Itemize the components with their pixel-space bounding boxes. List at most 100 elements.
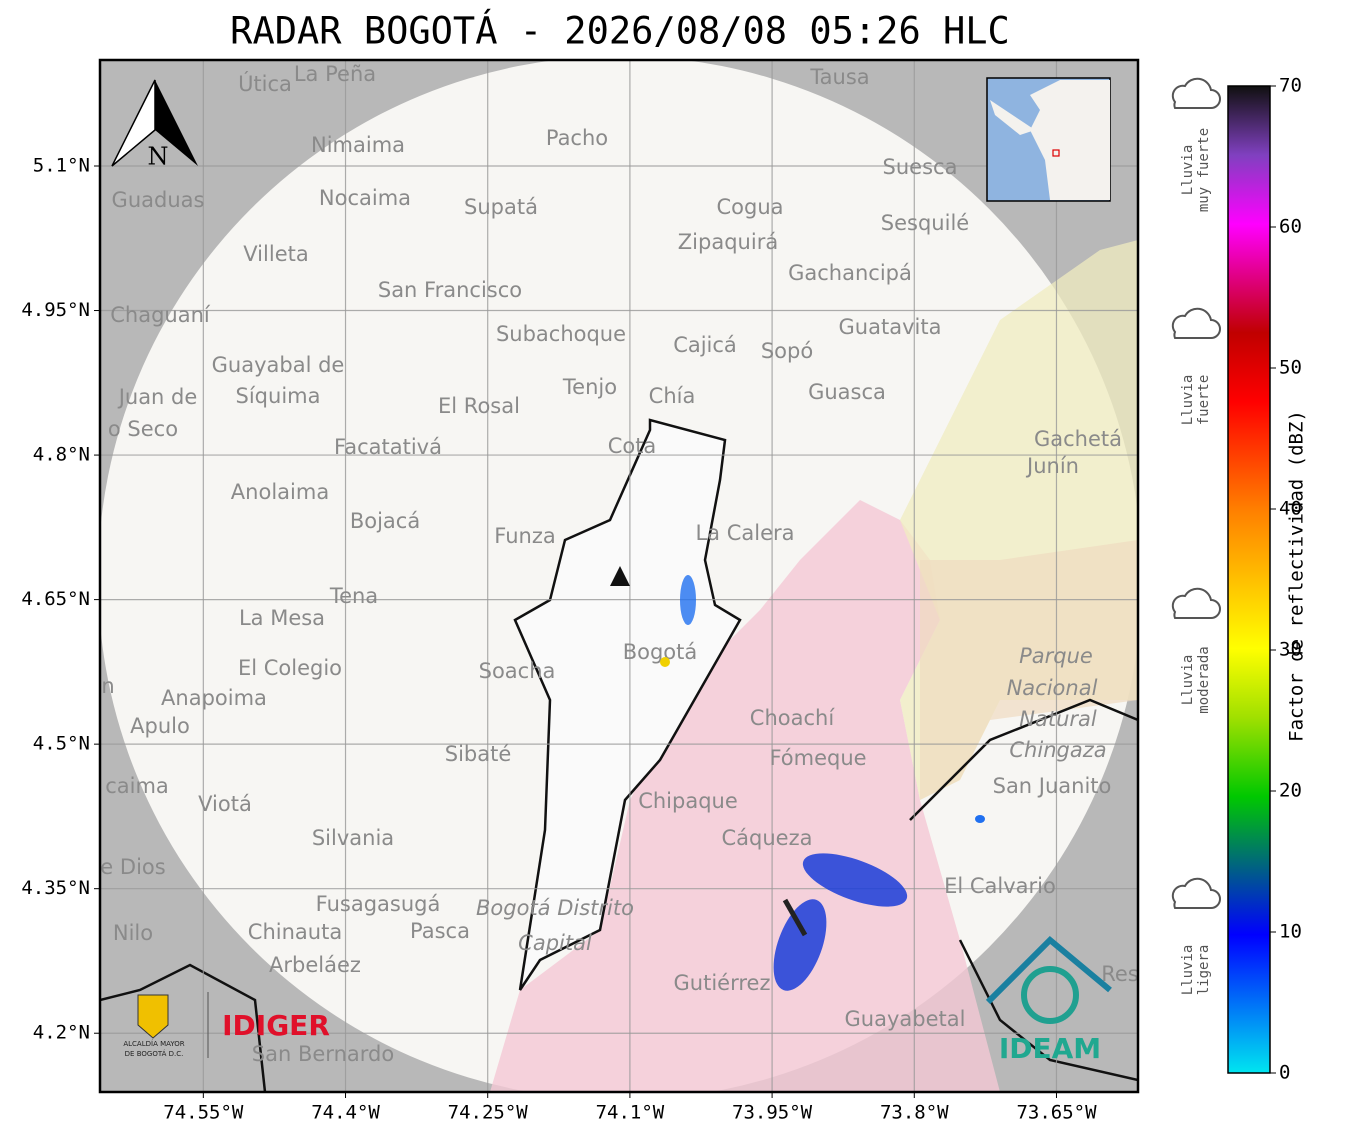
place-label: Gutiérrez: [674, 971, 771, 995]
colorbar-tick-label: 70: [1279, 75, 1302, 97]
title: RADAR BOGOTÁ - 2026/08/08 05:26 HLC: [230, 9, 1010, 53]
place-label: Fusagasugá: [316, 892, 441, 916]
logos: ALCALDÍA MAYOR DE BOGOTÁ D.C. IDIGER IDE…: [123, 935, 1112, 1065]
alcaldia-text: DE BOGOTÁ D.C.: [125, 1049, 184, 1058]
rain-label: muy fuerte: [1196, 128, 1212, 212]
place-label: e Dios: [100, 855, 165, 879]
north-label: N: [148, 143, 169, 171]
echo: [773, 899, 827, 991]
place-label: Sopó: [761, 339, 813, 363]
place-label: Pasca: [410, 919, 470, 943]
place-label: La Peña: [294, 62, 376, 86]
place-label: Chinauta: [248, 920, 342, 944]
rain-label: Lluvia: [1180, 945, 1196, 996]
echo: [782, 898, 808, 937]
colorbar-tick-label: 60: [1279, 216, 1302, 238]
place-label: Choachí: [750, 706, 836, 730]
place-label: Sesquilé: [881, 211, 969, 235]
place-label: Bogotá: [623, 640, 698, 664]
north-arrow: N: [111, 79, 198, 171]
ideam-swirl: [1021, 966, 1079, 1024]
place-label: El Rosal: [438, 394, 520, 418]
places: Útica La Peña Tausa Pacho Nimaima Guaduas Noca…: [100, 62, 1138, 1066]
map-frame: [98, 58, 1140, 1094]
colorbar-tick-label: 30: [1279, 639, 1302, 661]
inset-land: [990, 80, 1110, 200]
region-pink: [490, 500, 1000, 1092]
ideam-roof: [985, 935, 1112, 1005]
place-label: Zipaquirá: [678, 230, 778, 254]
boundaries: [100, 698, 1138, 1092]
place-label: Bojacá: [350, 509, 420, 533]
place-label: Guayabal de: [212, 353, 345, 377]
place-label: Res: [1101, 962, 1139, 986]
place-label: Sibaté: [445, 742, 512, 766]
place-label: El Calvario: [944, 874, 1056, 898]
place-label: n: [101, 674, 114, 698]
colorbar-label: Factor de reflectividad (dBZ): [1286, 410, 1308, 742]
rain-label: Lluvia: [1180, 145, 1196, 196]
place-label: Cajicá: [673, 333, 737, 357]
y-tick-label: 4.65°N: [21, 588, 90, 610]
place-label: Subachoque: [496, 322, 626, 346]
map: Útica La Peña Tausa Pacho Nimaima Guaduas Noca…: [100, 60, 1138, 1092]
place-label: Cogua: [716, 195, 783, 219]
colorbar-tick-label: 0: [1279, 1062, 1290, 1084]
x-tick-label: 74.55°W: [163, 1102, 244, 1124]
rain-icon: [1171, 77, 1221, 109]
colorbar: [1227, 85, 1271, 1074]
echo: [975, 815, 985, 823]
place-label: Supatá: [464, 195, 538, 219]
place-label: Chaguaní: [110, 303, 211, 327]
place-label: Funza: [494, 524, 555, 548]
place-label: Arbeláez: [269, 953, 361, 977]
place-label: Anolaima: [231, 480, 329, 504]
place-label: San Francisco: [378, 278, 522, 302]
echo: [802, 853, 908, 907]
radar-echoes: [660, 575, 985, 991]
y-tick-label: 5.1°N: [33, 154, 90, 176]
place-label: caima: [105, 774, 169, 798]
place-label: La Calera: [695, 521, 794, 545]
colorbar-tick-label: 40: [1279, 498, 1302, 520]
y-tick-label: 4.35°N: [21, 877, 90, 899]
place-label: Cota: [608, 434, 657, 458]
radar-site: [610, 566, 630, 586]
rain-icon: [1171, 307, 1221, 339]
rain-icon: [1171, 877, 1221, 909]
place-label: Chipaque: [638, 789, 738, 813]
place-label: Gachetá: [1034, 427, 1122, 451]
region-orange: [920, 540, 1138, 800]
place-label: Tenjo: [562, 375, 617, 399]
place-label: La Mesa: [239, 606, 325, 630]
inset-marker: [1052, 149, 1060, 157]
echo: [680, 575, 696, 625]
place-label: Nilo: [113, 921, 153, 945]
rain-label: Lluvia: [1180, 655, 1196, 706]
x-tick-label: 73.95°W: [732, 1102, 813, 1124]
place-label: Apulo: [130, 714, 190, 738]
place-label: Soacha: [479, 659, 556, 683]
place-label: Capital: [518, 931, 592, 955]
grid: [100, 60, 1138, 1092]
x-tick-label: 74.25°W: [448, 1102, 529, 1124]
x-tick-label: 74.1°W: [596, 1102, 665, 1124]
place-label: Gachancipá: [788, 261, 912, 285]
place-label: Guaduas: [112, 188, 205, 212]
place-label: Chingaza: [1009, 738, 1106, 762]
place-label: Tena: [329, 584, 378, 608]
place-label: Silvania: [312, 826, 394, 850]
idiger-logo: IDIGER: [222, 1009, 330, 1042]
north-right: [155, 80, 198, 166]
place-label: Chía: [649, 384, 696, 408]
place-label: Nocaima: [319, 186, 411, 210]
place-label: Bogotá Distrito: [476, 896, 634, 920]
place-label: Juan de: [117, 385, 198, 409]
place-label: Villeta: [243, 242, 308, 266]
x-tick-label: 73.8°W: [880, 1102, 949, 1124]
place-label: Nimaima: [311, 133, 405, 157]
rain-label: Lluvia: [1180, 375, 1196, 426]
y-tick-label: 4.5°N: [33, 733, 90, 755]
place-label: Viotá: [198, 792, 252, 816]
